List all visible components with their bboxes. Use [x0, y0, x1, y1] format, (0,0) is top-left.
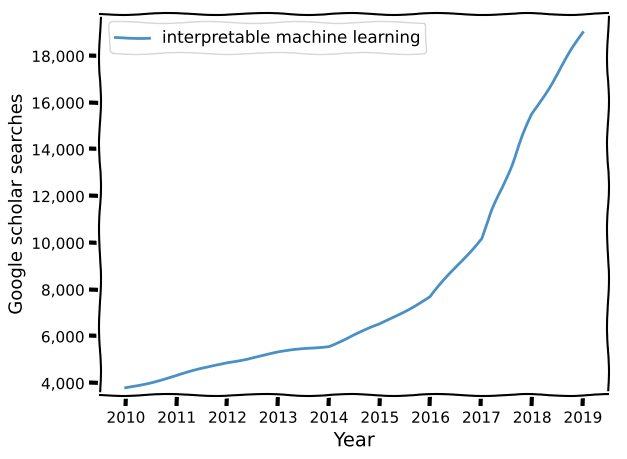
Y-axis label: Google scholar searches: Google scholar searches	[8, 94, 26, 315]
interpretable machine learning	[529, 112, 536, 117]
interpretable machine learning	[172, 373, 180, 379]
Legend: interpretable machine learning: interpretable machine learning	[108, 22, 426, 53]
interpretable machine learning	[224, 359, 231, 365]
interpretable machine learning	[122, 385, 129, 391]
interpretable machine learning	[325, 343, 332, 348]
interpretable machine learning	[376, 322, 383, 327]
interpretable machine learning	[579, 30, 586, 35]
interpretable machine learning	[427, 294, 435, 299]
Line: interpretable machine learning: interpretable machine learning	[125, 33, 582, 388]
X-axis label: Year: Year	[334, 431, 375, 450]
interpretable machine learning	[478, 235, 485, 241]
interpretable machine learning	[275, 350, 282, 355]
